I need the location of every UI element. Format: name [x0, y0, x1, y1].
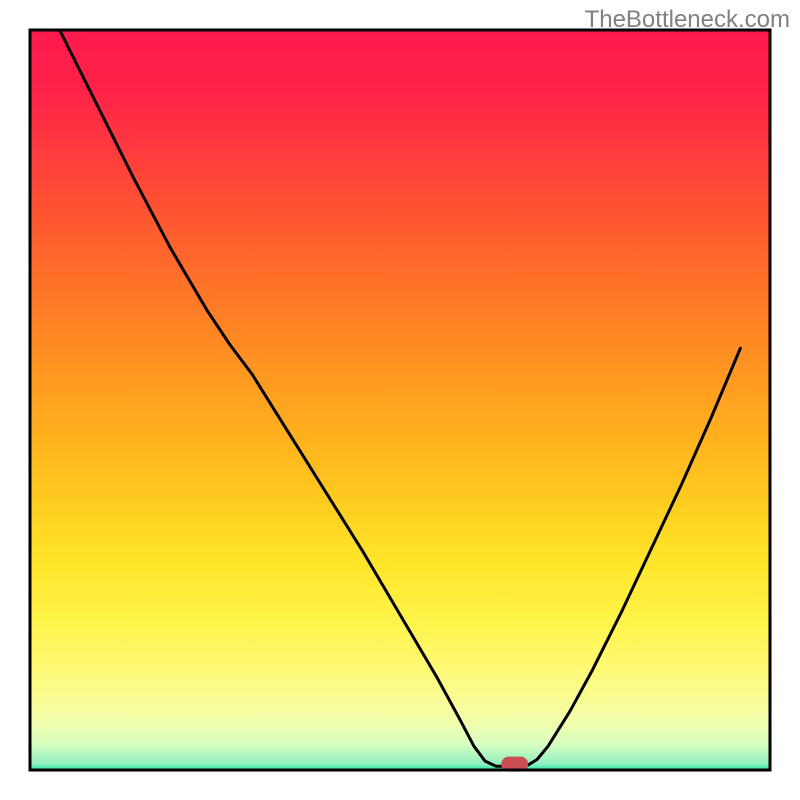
chart-background [30, 30, 770, 770]
chart-svg [0, 0, 800, 800]
watermark-text: TheBottleneck.com [585, 6, 790, 34]
bottleneck-chart [0, 0, 800, 800]
